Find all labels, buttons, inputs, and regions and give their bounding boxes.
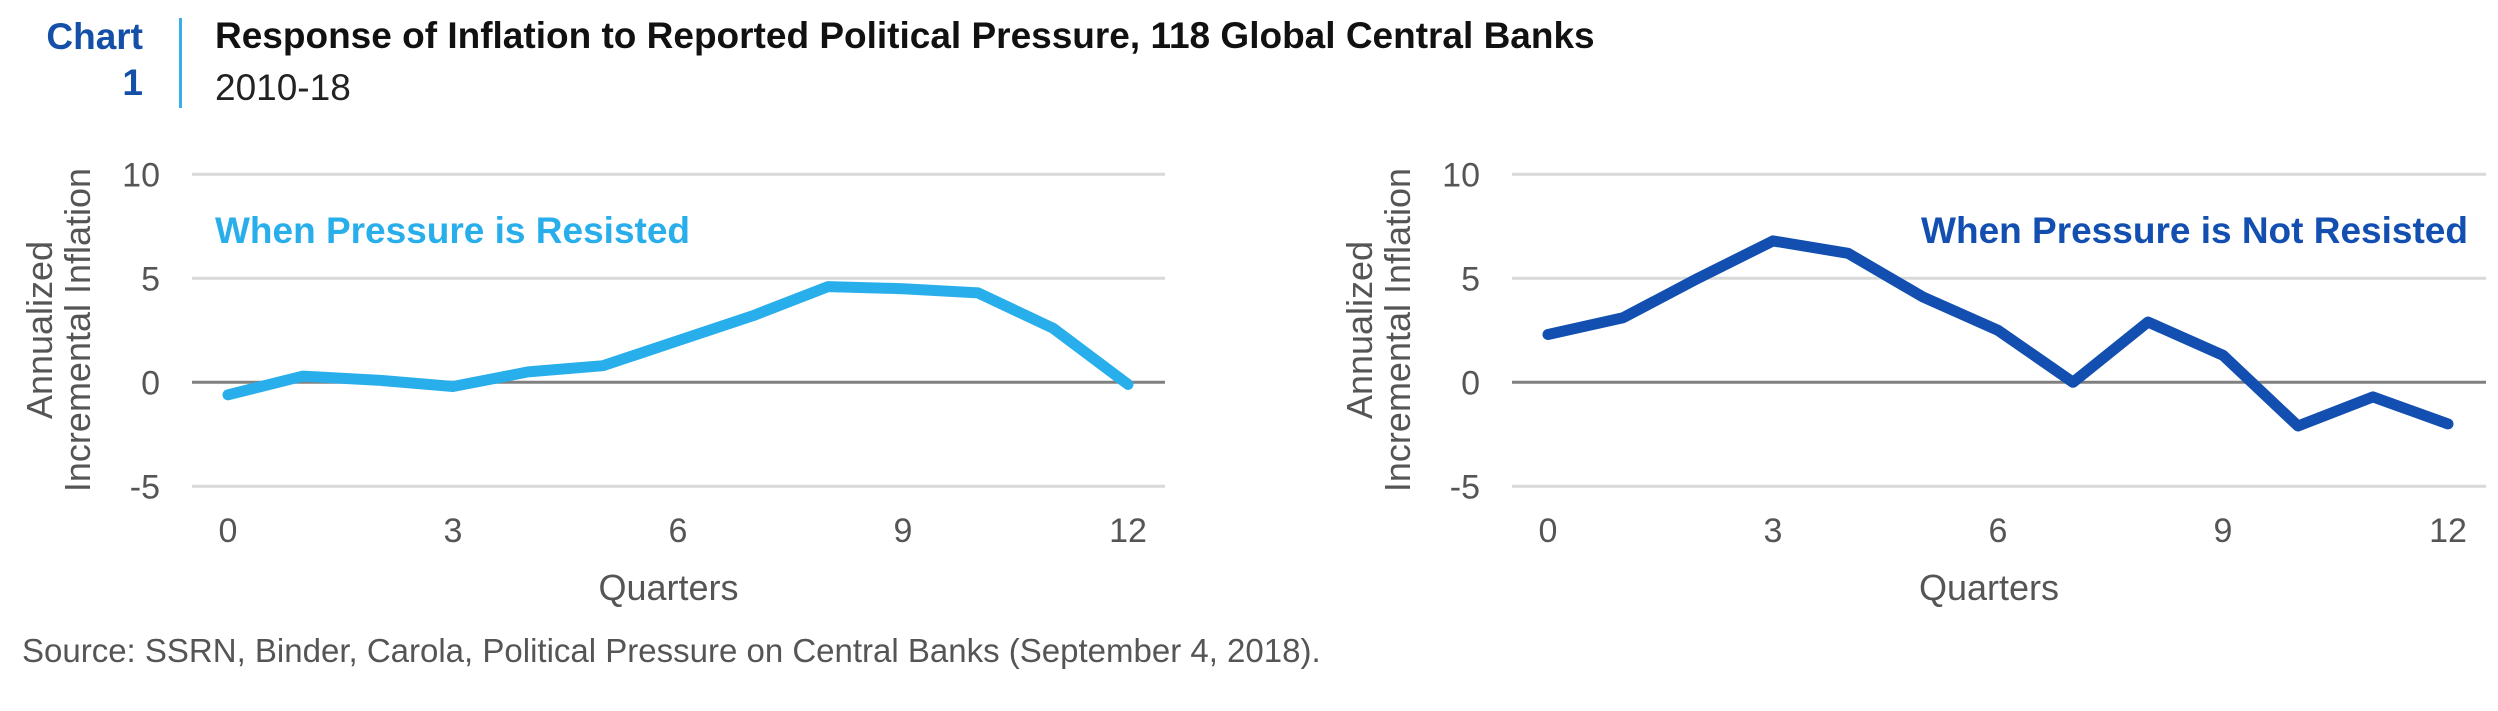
x-tick-label: 3 [1764, 512, 1783, 550]
y-axis-title-line-1: Annualized [1339, 241, 1380, 419]
series-line-not-resisted [1542, 235, 2454, 432]
y-tick-label: -5 [130, 468, 160, 506]
y-tick-label: 5 [141, 260, 160, 298]
x-tick-label: 12 [2429, 512, 2467, 550]
x-tick-label: 0 [219, 512, 238, 550]
x-axis-title: Quarters [598, 567, 738, 608]
y-axis-title-line-1: Annualized [19, 241, 60, 419]
y-tick-label: 10 [1442, 156, 1480, 194]
chart-number-label: Chart 1 [46, 14, 143, 106]
x-axis-title: Quarters [1919, 567, 2059, 608]
y-axis-title-line-2: Incremental Inflation [57, 168, 98, 492]
series-label-resisted: When Pressure is Resisted [215, 210, 690, 251]
x-tick-label: 3 [444, 512, 463, 550]
chart-label-number: 1 [122, 62, 143, 103]
x-tick-label: 9 [894, 512, 913, 550]
x-tick-label: 6 [1989, 512, 2008, 550]
y-tick-label: 10 [122, 156, 160, 194]
y-tick-label: 0 [1461, 364, 1480, 402]
y-tick-label: 5 [1461, 260, 1480, 298]
y-tick-label: -5 [1450, 468, 1480, 506]
series-label-not-resisted: When Pressure is Not Resisted [1921, 210, 2468, 251]
y-tick-label: 0 [141, 364, 160, 402]
y-axis-title: AnnualizedIncremental Inflation [19, 168, 98, 492]
x-tick-label: 6 [669, 512, 688, 550]
chart-subtitle: 2010-18 [215, 67, 351, 108]
header-divider [179, 18, 182, 108]
source-note: Source: SSRN, Binder, Carola, Political … [22, 632, 1321, 669]
x-tick-label: 9 [2214, 512, 2233, 550]
x-tick-label: 0 [1539, 512, 1558, 550]
y-axis-title: AnnualizedIncremental Inflation [1339, 168, 1418, 492]
y-axis-title-line-2: Incremental Inflation [1377, 168, 1418, 492]
chart-title: Response of Inflation to Reported Politi… [215, 15, 1595, 56]
x-tick-label: 12 [1109, 512, 1147, 550]
chart-label-word: Chart [46, 16, 143, 57]
